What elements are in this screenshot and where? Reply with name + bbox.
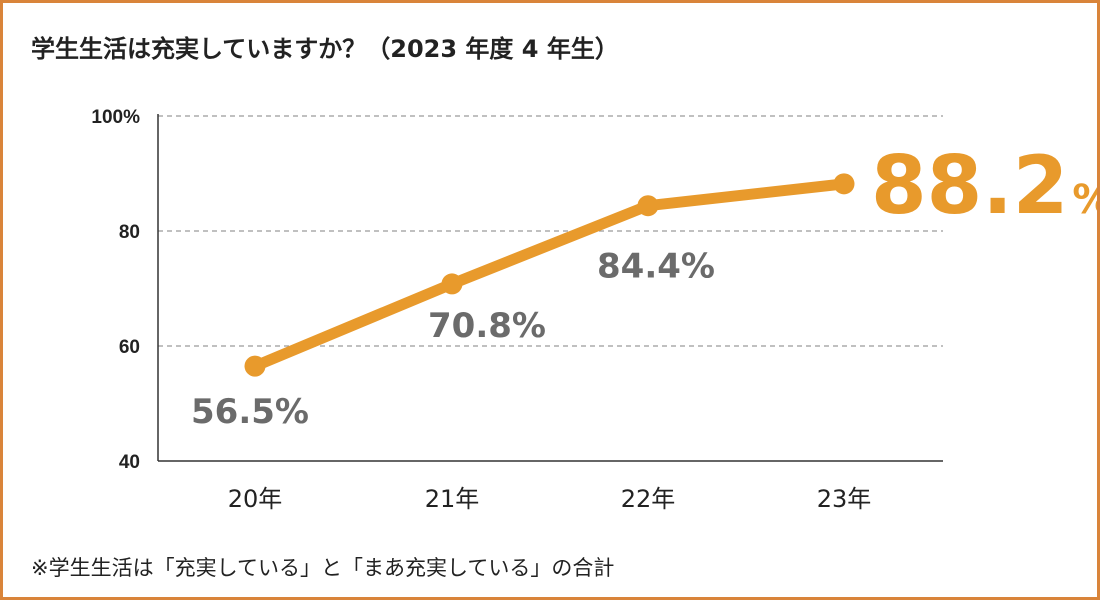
y-tick-labels: 100% 80 60 40 [91,107,140,473]
x-tick-label: 20年 [228,485,283,513]
x-tick-label: 23年 [817,485,872,513]
y-tick-label: 80 [119,222,140,243]
highlight-unit: % [1072,177,1097,223]
data-point [244,355,266,377]
data-label: 56.5% [191,392,309,432]
x-tick-label: 22年 [621,485,676,513]
highlight-number: 88.2 [871,139,1068,232]
series-line [244,173,855,377]
data-point [637,195,659,217]
data-labels: 56.5% 70.8% 84.4% [191,247,715,432]
data-point [441,273,463,295]
data-point [833,173,855,195]
y-tick-label: 100% [91,107,140,128]
axes [157,114,943,462]
footnote: ※学生生活は「充実している」と「まあ充実している」の合計 [31,556,615,580]
x-tick-label: 21年 [425,485,480,513]
data-label: 70.8% [428,306,546,346]
highlight-value: 88.2% [871,139,1097,232]
x-tick-labels: 20年 21年 22年 23年 [228,485,872,513]
gridlines [158,115,943,347]
y-tick-label: 60 [119,337,140,358]
y-tick-label: 40 [119,452,140,473]
series-path [249,178,850,372]
data-label: 84.4% [597,247,715,287]
chart-title: 学生生活は充実していますか？（2023 年度 4 年生） [31,35,619,63]
